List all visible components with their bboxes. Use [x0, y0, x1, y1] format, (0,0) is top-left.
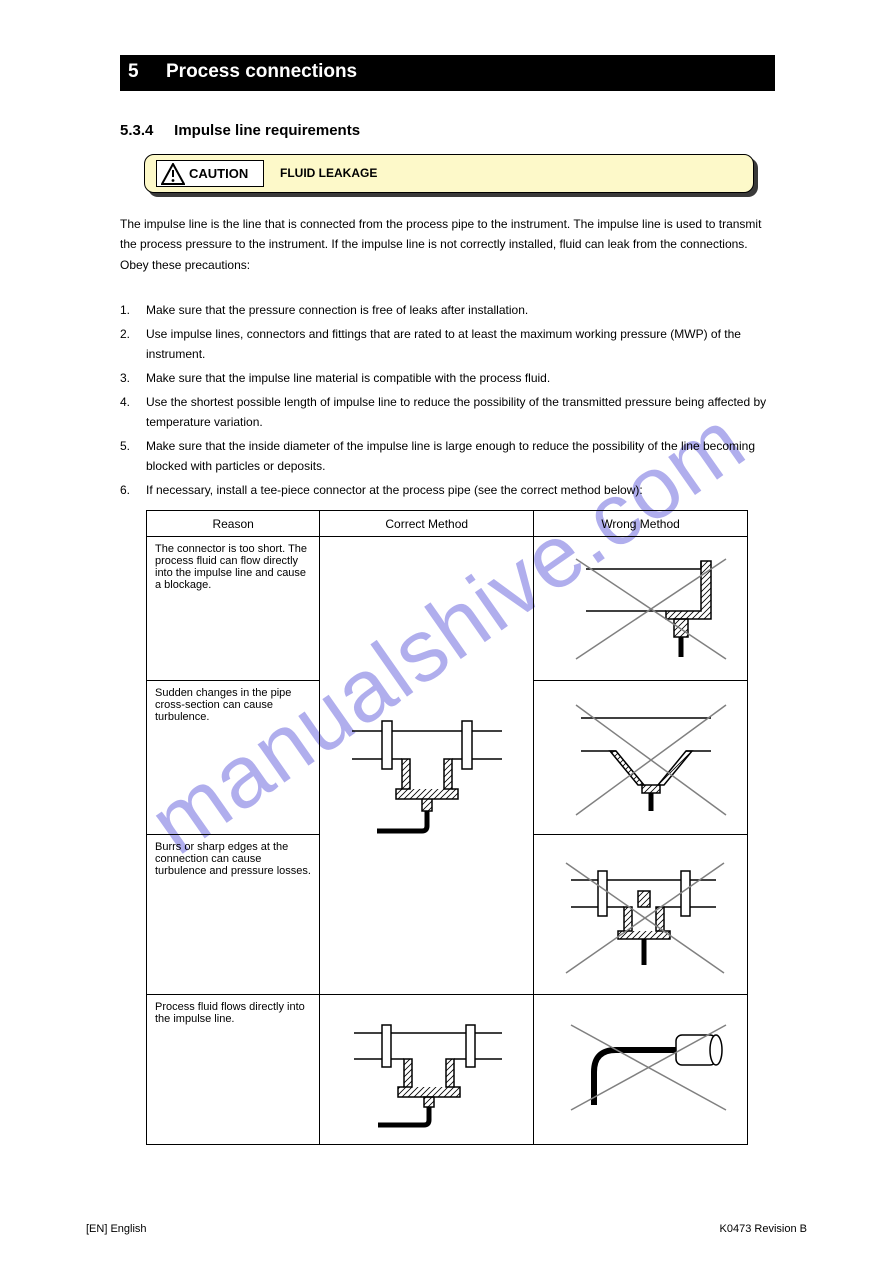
reason-cell: Sudden changes in the pipe cross-section…	[147, 681, 320, 835]
list-text: Make sure that the impulse line material…	[146, 368, 775, 388]
col-wrong: Wrong Method	[534, 511, 748, 537]
wrong-burr-tee-icon	[546, 845, 736, 985]
caution-label-text: CAUTION	[189, 166, 248, 181]
list-item: 5. Make sure that the inside diameter of…	[120, 436, 775, 477]
col-correct: Correct Method	[320, 511, 534, 537]
list-item: 1. Make sure that the pressure connectio…	[120, 300, 775, 320]
list-number: 2.	[120, 324, 130, 344]
table-row: Process fluid flows directly into the im…	[147, 995, 748, 1145]
wrong-funnel-icon	[546, 693, 736, 823]
warning-triangle-icon	[161, 163, 185, 185]
list-text: Make sure that the inside diameter of th…	[146, 436, 775, 477]
caution-message: FLUID LEAKAGE	[280, 166, 377, 180]
list-number: 4.	[120, 392, 130, 412]
list-number: 5.	[120, 436, 130, 456]
wrong-figure-cell	[534, 681, 748, 835]
list-number: 6.	[120, 480, 130, 500]
wrong-figure-cell	[534, 995, 748, 1145]
list-item: 4. Use the shortest possible length of i…	[120, 392, 775, 433]
section-number: 5	[128, 61, 139, 83]
section-header-bar: 5 Process connections	[120, 55, 775, 91]
methods-table: Reason Correct Method Wrong Method The c…	[146, 510, 748, 1145]
reason-cell: The connector is too short. The process …	[147, 537, 320, 681]
table-header-row: Reason Correct Method Wrong Method	[147, 511, 748, 537]
list-item: 3. Make sure that the impulse line mater…	[120, 368, 775, 388]
list-text: If necessary, install a tee-piece connec…	[146, 480, 775, 500]
list-item: 6. If necessary, install a tee-piece con…	[120, 480, 775, 500]
wrong-figure-cell	[534, 537, 748, 681]
reason-cell: Burrs or sharp edges at the connection c…	[147, 835, 320, 995]
list-number: 3.	[120, 368, 130, 388]
footer-left: [EN] English	[86, 1223, 147, 1235]
list-text: Use impulse lines, connectors and fittin…	[146, 324, 775, 365]
subsection-number: 5.3.4	[120, 122, 170, 139]
col-reason: Reason	[147, 511, 320, 537]
list-text: Use the shortest possible length of impu…	[146, 392, 775, 433]
subsection-heading: 5.3.4 Impulse line requirements	[120, 122, 360, 139]
list-item: 2. Use impulse lines, connectors and fit…	[120, 324, 775, 365]
wrong-direct-elbow-icon	[546, 1010, 736, 1130]
subsection-title: Impulse line requirements	[174, 122, 360, 139]
wrong-figure-cell	[534, 835, 748, 995]
correct-tee-elbow-icon	[332, 1005, 522, 1135]
correct-figure-cell	[320, 537, 534, 995]
footer-right: K0473 Revision B	[720, 1223, 807, 1235]
intro-paragraph: The impulse line is the line that is con…	[120, 214, 775, 275]
table-row: The connector is too short. The process …	[147, 537, 748, 681]
wrong-short-connector-icon	[546, 549, 736, 669]
correct-figure-cell	[320, 995, 534, 1145]
reason-cell: Process fluid flows directly into the im…	[147, 995, 320, 1145]
section-title: Process connections	[166, 61, 357, 83]
correct-tee-piece-icon	[332, 691, 522, 841]
caution-label: CAUTION	[156, 160, 264, 187]
list-number: 1.	[120, 300, 130, 320]
list-text: Make sure that the pressure connection i…	[146, 300, 775, 320]
